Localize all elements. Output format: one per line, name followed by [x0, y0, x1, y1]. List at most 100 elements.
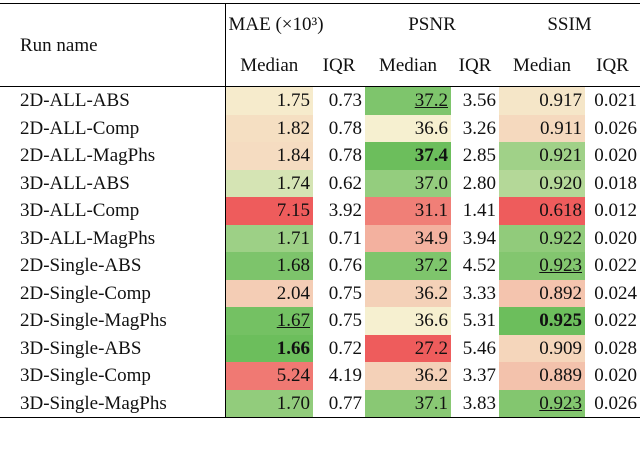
- value-cell: 0.75: [328, 282, 362, 304]
- data-row: 2D-ALL-MagPhs 1.84 0.78 37.4 2.85 0.921 0.020: [0, 142, 640, 170]
- column-header: IQR: [458, 55, 492, 76]
- value-cell: 2.80: [462, 172, 496, 194]
- value-cell: 34.9: [365, 224, 451, 252]
- value-cell: 0.012: [594, 200, 637, 221]
- value-cell: 0.021: [585, 86, 640, 115]
- value-cell: 37.1: [365, 389, 451, 418]
- run-name: 2D-ALL-ABS: [0, 86, 225, 115]
- value-cell: 0.020: [594, 227, 637, 249]
- value-cell: 0.920: [499, 169, 585, 197]
- group-header: SSIM: [499, 3, 640, 45]
- value-cell: 0.72: [328, 337, 362, 359]
- run-name: 2D-ALL-MagPhs: [20, 145, 156, 166]
- value-cell: 0.618: [499, 197, 585, 225]
- data-row: 3D-ALL-ABS 1.74 0.62 37.0 2.80 0.920 0.018: [0, 169, 640, 197]
- value-cell: 0.911: [499, 114, 585, 142]
- value-cell: 0.026: [594, 117, 637, 139]
- data-row: 2D-ALL-Comp 1.82 0.78 36.6 3.26 0.911 0.026: [0, 114, 640, 142]
- value-cell: 4.52: [462, 255, 496, 276]
- data-row: 3D-Single-ABS 1.66 0.72 27.2 5.46 0.909 0.028: [0, 334, 640, 362]
- value-cell: 7.15: [224, 197, 313, 225]
- run-name: 2D-Single-MagPhs: [20, 310, 167, 331]
- value-cell: 0.024: [594, 282, 637, 304]
- value-cell: 4.19: [328, 365, 362, 386]
- header-row: Run name MAE (×10³) PSNR SSIM: [0, 3, 640, 87]
- data-row: 3D-Single-MagPhs 1.70 0.77 37.1 3.83 0.923 0.0…: [0, 389, 640, 418]
- data-row: 2D-Single-MagPhs 1.67 0.75 36.6 5.31 0.925 0.0…: [0, 307, 640, 335]
- value-cell: 0.76: [328, 255, 362, 276]
- column-header: Median: [224, 45, 313, 87]
- run-name-header: Run name: [0, 3, 225, 87]
- value-cell: 1.70: [224, 389, 313, 418]
- value-cell: 0.923: [499, 389, 585, 418]
- value-cell: 1.75: [224, 86, 313, 115]
- value-cell: 0.026: [585, 389, 640, 418]
- value-cell: 3.83: [451, 389, 499, 418]
- value-cell: 0.75: [328, 310, 362, 331]
- value-cell: 37.2: [365, 252, 451, 280]
- value-cell: 3.94: [462, 227, 496, 249]
- value-cell: 3.26: [462, 117, 496, 139]
- value-cell: 5.31: [462, 310, 496, 331]
- value-cell: 0.022: [594, 255, 637, 276]
- value-cell: 0.022: [594, 310, 637, 331]
- value-cell: 0.78: [328, 145, 362, 166]
- value-cell: 0.921: [499, 142, 585, 170]
- value-cell: 0.923: [499, 252, 585, 280]
- value-cell: 0.922: [499, 224, 585, 252]
- run-name: 2D-Single-Comp: [20, 282, 151, 304]
- run-name: 3D-ALL-ABS: [20, 172, 130, 194]
- run-name: 3D-Single-Comp: [20, 365, 151, 386]
- value-cell: 0.917: [499, 86, 585, 115]
- data-row: 3D-ALL-Comp 7.15 3.92 31.1 1.41 0.618 0.012: [0, 197, 640, 225]
- value-cell: 37.2: [365, 86, 451, 115]
- subheader-row: Median IQR Median IQR Median IQR: [0, 45, 640, 87]
- value-cell: 5.24: [224, 362, 313, 390]
- value-cell: 0.925: [499, 307, 585, 335]
- data-row: 2D-ALL-ABS 1.75 0.73 37.2 3.56 0.917 0.021: [0, 86, 640, 115]
- value-cell: 2.85: [462, 145, 496, 166]
- value-cell: 0.889: [499, 362, 585, 390]
- column-header: Median: [378, 55, 438, 76]
- run-name: 3D-ALL-MagPhs: [20, 227, 156, 249]
- value-cell: 1.68: [224, 252, 313, 280]
- run-name: 2D-ALL-Comp: [20, 117, 140, 139]
- value-cell: 0.892: [499, 279, 585, 307]
- value-cell: 0.909: [499, 334, 585, 362]
- value-cell: 1.84: [224, 142, 313, 170]
- value-cell: 31.1: [365, 197, 451, 225]
- value-cell: 0.020: [594, 365, 637, 386]
- value-cell: 1.67: [224, 307, 313, 335]
- value-cell: 0.020: [594, 145, 637, 166]
- value-cell: 1.66: [224, 334, 313, 362]
- value-cell: 36.2: [365, 279, 451, 307]
- value-cell: 0.78: [328, 117, 362, 139]
- value-cell: 36.6: [365, 114, 451, 142]
- value-cell: 0.71: [328, 227, 362, 249]
- value-cell: 3.33: [462, 282, 496, 304]
- value-cell: 36.2: [365, 362, 451, 390]
- value-cell: 5.46: [462, 337, 496, 359]
- run-name: 2D-Single-ABS: [20, 255, 142, 276]
- value-cell: 1.71: [224, 224, 313, 252]
- value-cell: 27.2: [365, 334, 451, 362]
- value-cell: 37.4: [365, 142, 451, 170]
- value-cell: 0.028: [594, 337, 637, 359]
- column-header: IQR: [596, 55, 629, 76]
- run-name: 3D-ALL-Comp: [20, 200, 140, 221]
- value-cell: 37.0: [365, 169, 451, 197]
- data-row: 2D-Single-ABS 1.68 0.76 37.2 4.52 0.923 0.022: [0, 252, 640, 280]
- value-cell: 3.56: [451, 86, 499, 115]
- data-row: 3D-Single-Comp 5.24 4.19 36.2 3.37 0.889 0.020: [0, 362, 640, 390]
- value-cell: 1.82: [224, 114, 313, 142]
- value-cell: 3.37: [462, 365, 496, 386]
- value-cell: 2.04: [224, 279, 313, 307]
- group-header: MAE (×10³): [224, 3, 365, 45]
- group-header: PSNR: [365, 3, 499, 45]
- data-row: 3D-ALL-MagPhs 1.71 0.71 34.9 3.94 0.922 0.020: [0, 224, 640, 252]
- value-cell: 1.41: [462, 200, 496, 221]
- results-table: Run name MAE (×10³) PSNR SSIM Median IQR Media…: [0, 3, 640, 418]
- value-cell: 0.62: [328, 172, 362, 194]
- column-header: IQR: [322, 55, 356, 76]
